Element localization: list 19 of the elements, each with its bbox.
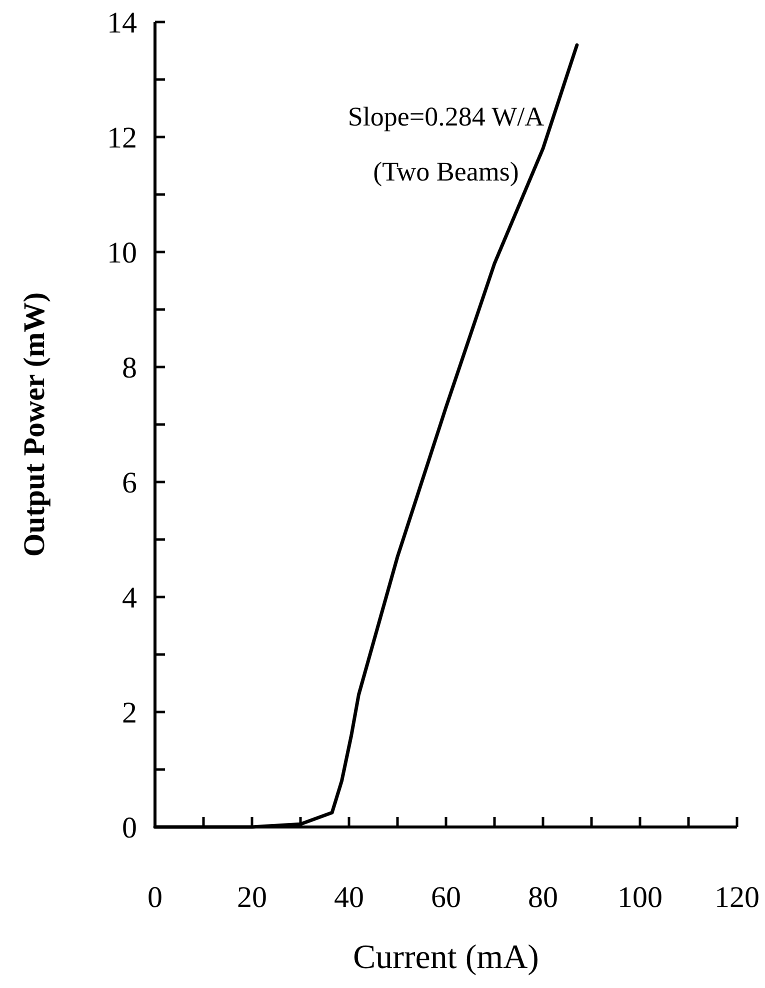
annotation: (Two Beams)	[373, 156, 519, 186]
annotation: Slope=0.284 W/A	[348, 102, 545, 132]
y-tick-label: 4	[122, 582, 137, 614]
x-tick-label: 120	[714, 881, 760, 914]
y-tick-label: 0	[122, 812, 137, 844]
x-tick-label: 40	[334, 881, 364, 914]
y-axis-title: Output Power (mW)	[18, 292, 51, 557]
y-tick-label: 14	[107, 6, 137, 40]
x-tick-label: 20	[237, 881, 267, 914]
x-tick-label: 0	[148, 881, 162, 914]
y-tick-label: 6	[122, 466, 137, 500]
y-tick-label: 8	[122, 352, 137, 384]
x-axis-title: Current (mA)	[352, 939, 540, 976]
x-tick-label: 60	[431, 881, 461, 914]
y-tick-label: 12	[107, 122, 137, 154]
y-tick-label: 10	[107, 236, 137, 270]
y-tick-label: 2	[122, 696, 137, 730]
x-tick-label: 100	[618, 881, 662, 914]
x-tick-label: 80	[528, 881, 558, 914]
